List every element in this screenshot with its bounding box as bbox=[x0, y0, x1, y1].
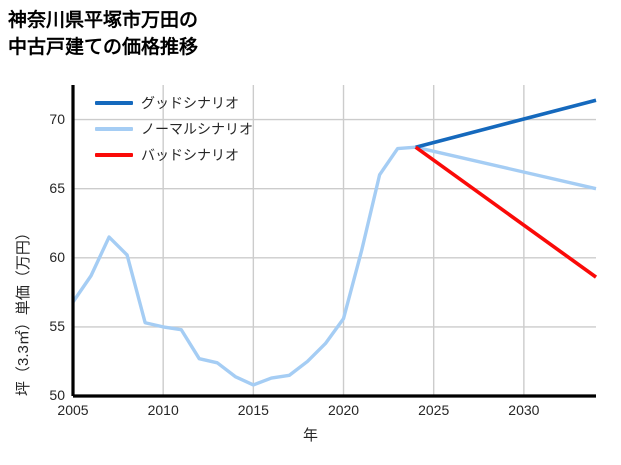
x-tick-label: 2020 bbox=[327, 402, 360, 418]
legend-swatch-icon bbox=[95, 127, 133, 131]
x-tick-label: 2010 bbox=[147, 402, 179, 418]
y-tick-label: 60 bbox=[49, 248, 65, 265]
axis-spines bbox=[71, 85, 596, 398]
y-tick-label: 65 bbox=[49, 179, 65, 196]
series-line-good bbox=[415, 98, 597, 149]
chart-title: 神奈川県平塚市万田の 中古戸建ての価格推移 bbox=[8, 10, 199, 58]
legend-label: バッドシナリオ bbox=[141, 147, 239, 163]
y-tick-label: 55 bbox=[49, 317, 65, 334]
data-lines bbox=[71, 98, 598, 387]
legend-label: ノーマルシナリオ bbox=[141, 121, 253, 137]
series-line-normal bbox=[71, 145, 597, 387]
y-axis-label: 坪（3.3㎡）単価（万円） bbox=[15, 225, 32, 396]
legend-swatch-icon bbox=[95, 153, 133, 157]
legend-item[interactable]: ノーマルシナリオ bbox=[95, 119, 253, 139]
x-tick-label: 2025 bbox=[418, 402, 450, 418]
y-tick-label: 70 bbox=[49, 110, 65, 127]
x-tick-label: 2015 bbox=[237, 402, 269, 418]
y-tick-label: 50 bbox=[49, 387, 65, 403]
series-line-bad bbox=[414, 145, 598, 279]
x-tick-label: 2030 bbox=[508, 402, 540, 418]
legend-label: グッドシナリオ bbox=[141, 95, 239, 111]
x-axis-label: 年 bbox=[302, 427, 318, 444]
x-tick-label: 2005 bbox=[57, 402, 89, 418]
legend-swatch-icon bbox=[95, 101, 133, 105]
legend-item[interactable]: グッドシナリオ bbox=[95, 93, 239, 113]
legend-item[interactable]: バッドシナリオ bbox=[95, 145, 239, 165]
